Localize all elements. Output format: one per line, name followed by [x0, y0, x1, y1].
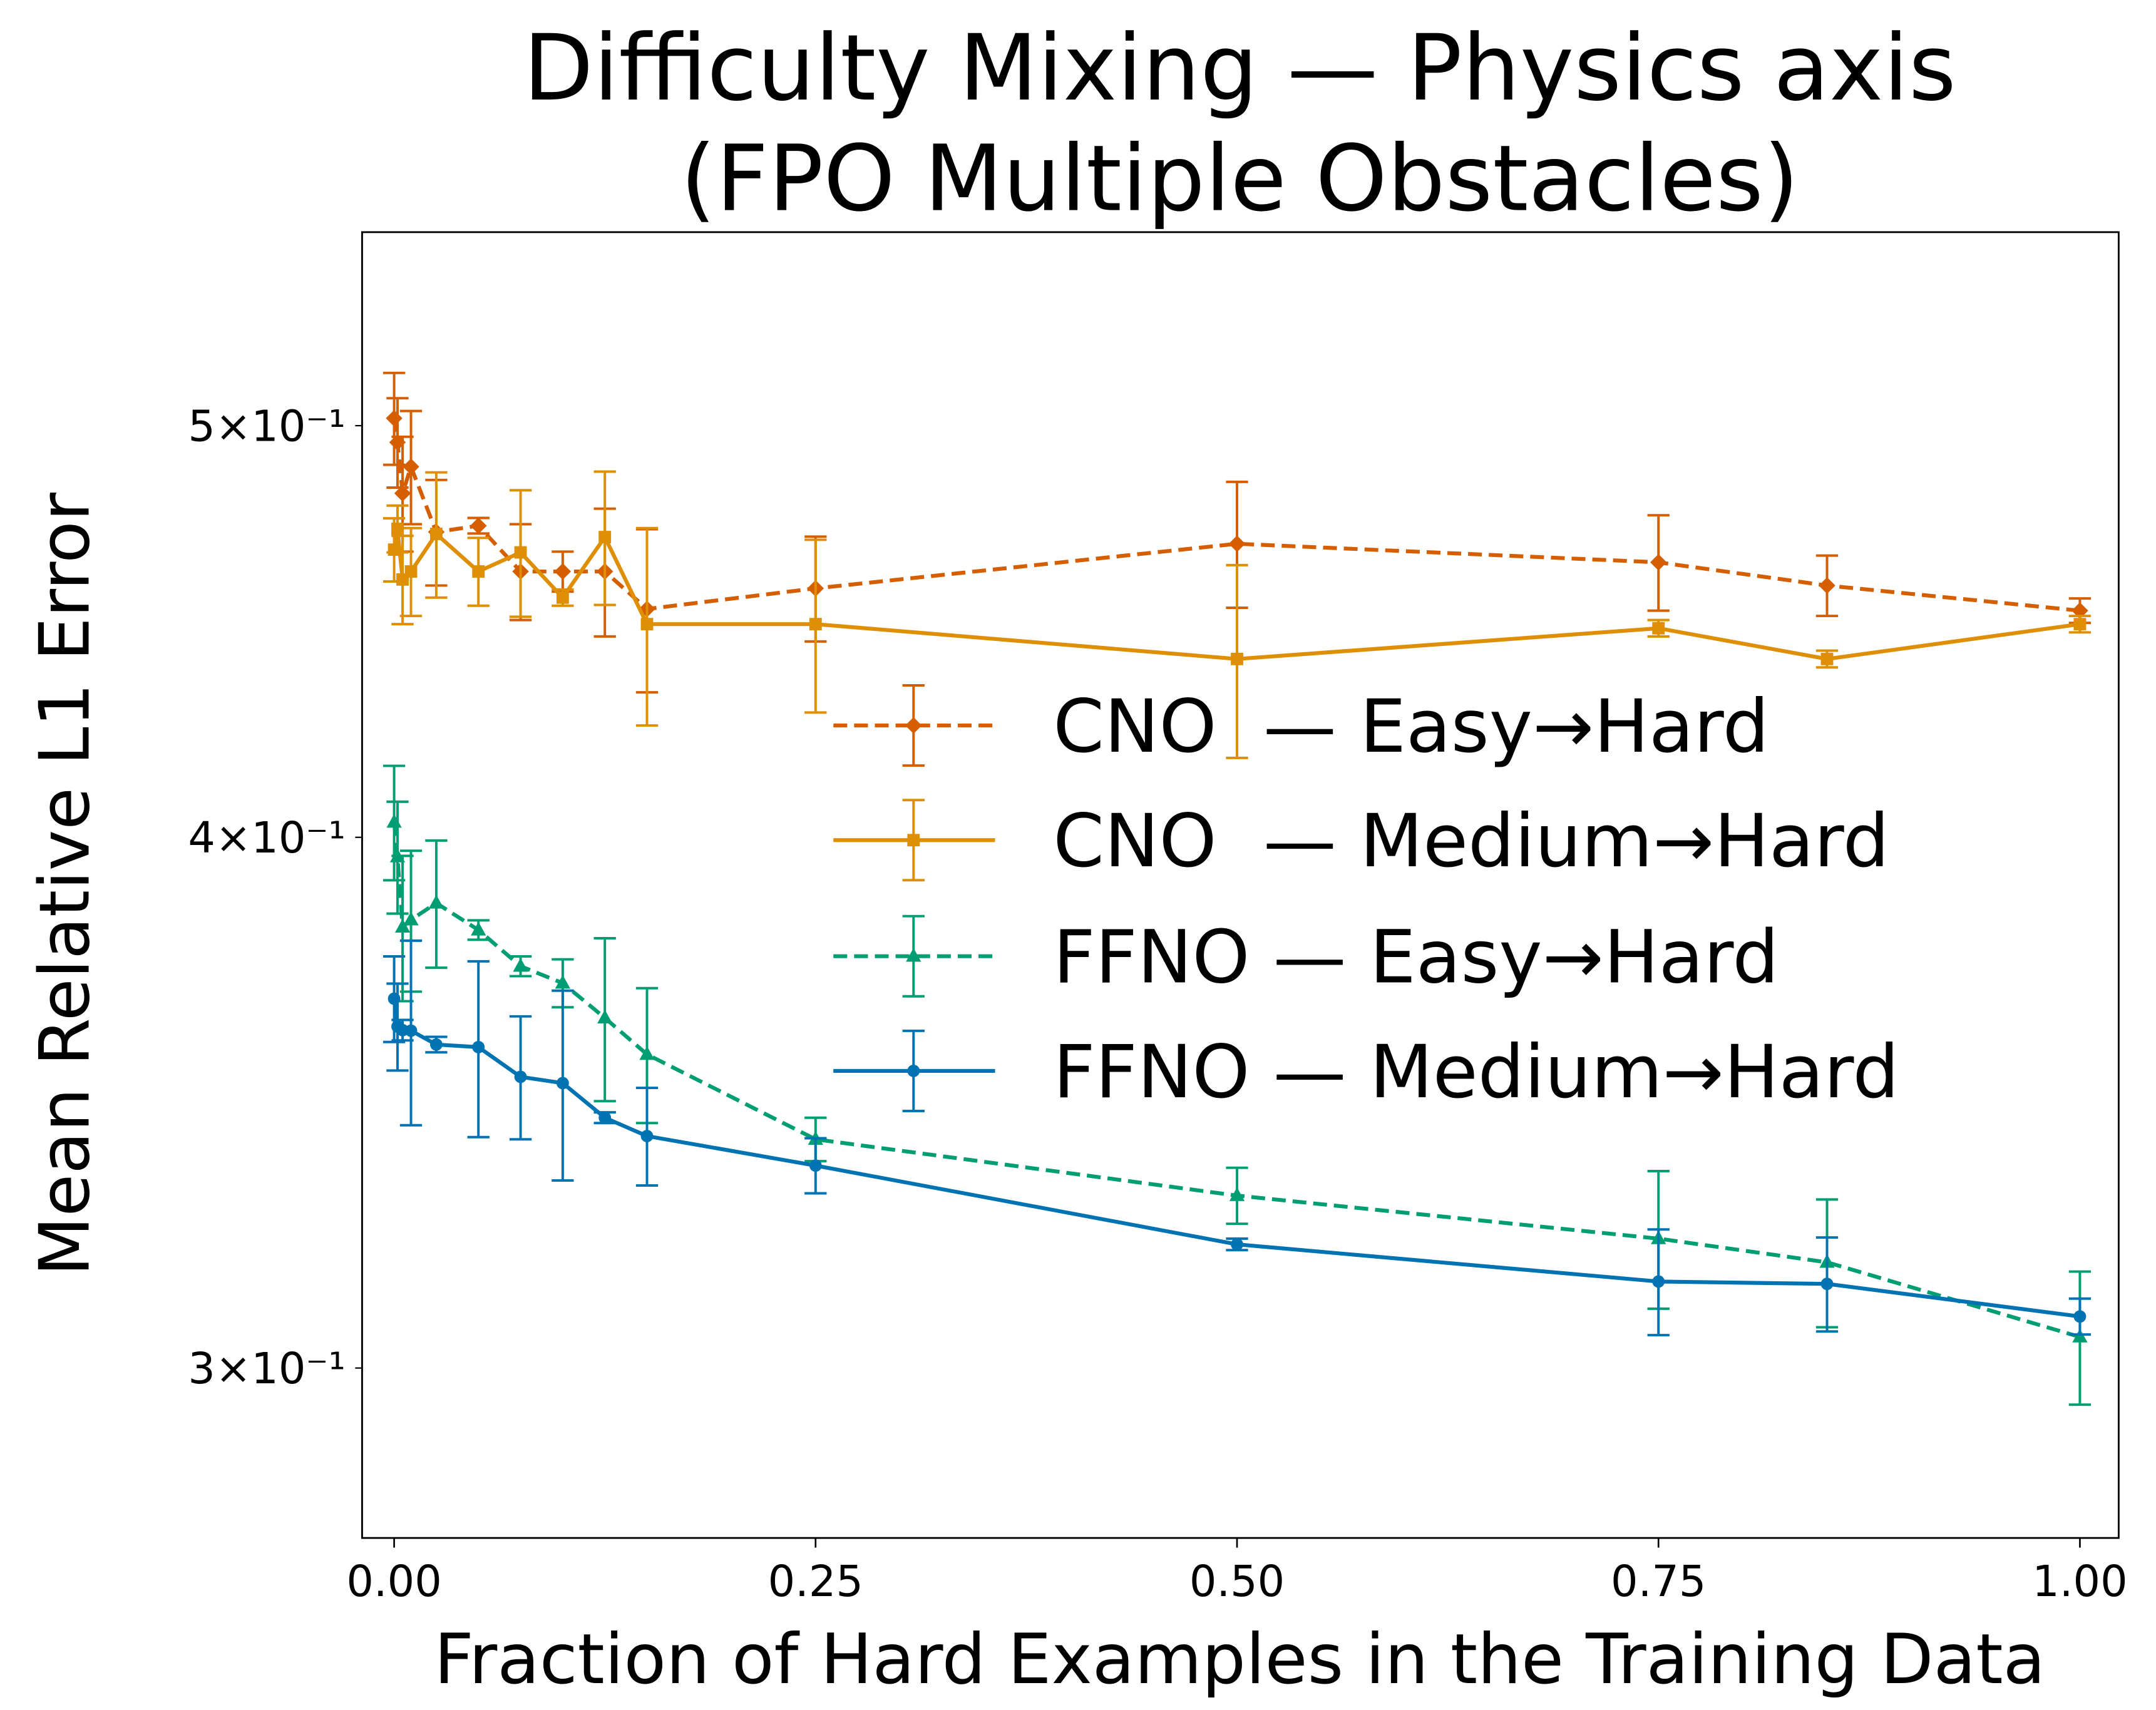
data-point: [556, 1077, 569, 1090]
data-point: [404, 1024, 418, 1037]
data-point: [470, 517, 487, 535]
data-point: [598, 1111, 612, 1124]
data-point: [428, 894, 444, 909]
legend-entry: CNO — Easy→Hard: [833, 683, 1769, 769]
legend-entry: FFNO — Easy→Hard: [833, 914, 1779, 1000]
data-point: [404, 565, 418, 578]
data-point: [2073, 1310, 2087, 1323]
legend-entry: FFNO — Medium→Hard: [833, 1029, 1899, 1115]
data-point: [389, 848, 406, 863]
x-tick-label: 0.00: [346, 1557, 441, 1607]
legend-entry: CNO — Medium→Hard: [833, 798, 1889, 884]
data-point: [429, 528, 443, 540]
x-tick-label: 1.00: [2032, 1557, 2127, 1607]
data-point: [1650, 554, 1667, 571]
data-point: [513, 958, 528, 972]
data-point: [1231, 1238, 1243, 1251]
plot-area: [382, 371, 2092, 1406]
data-point: [394, 918, 411, 933]
data-point: [1820, 1277, 1834, 1291]
legend: CNO — Easy→Hard CNO — Medium→Hard FFNO — E…: [833, 683, 1899, 1115]
data-point: [403, 911, 419, 926]
data-point: [2073, 618, 2087, 631]
data-point: [388, 543, 401, 556]
legend-label: FFNO — Easy→Hard: [1053, 914, 1779, 1000]
data-point: [809, 1159, 822, 1172]
chart-title-line-2: (FPO Multiple Obstacles): [680, 126, 1799, 232]
data-point: [403, 458, 419, 475]
legend-marker: [907, 1065, 920, 1077]
axes-frame: [361, 231, 2120, 1539]
series-1: [382, 470, 2092, 759]
data-point: [1819, 577, 1835, 594]
data-point: [554, 563, 572, 580]
y-tick-label: 3×10⁻¹: [188, 1344, 345, 1394]
data-point: [394, 484, 411, 502]
data-point: [386, 410, 403, 427]
legend-marker: [907, 834, 920, 847]
x-tick-label: 0.50: [1189, 1557, 1285, 1607]
data-point: [597, 1010, 613, 1024]
x-axis-label: Fraction of Hard Examples in the Trainin…: [434, 1620, 2045, 1700]
data-point: [556, 591, 569, 604]
y-tick-label: 4×10⁻¹: [188, 813, 345, 863]
data-point: [1229, 1187, 1245, 1201]
data-point: [640, 618, 654, 631]
data-point: [391, 522, 404, 535]
series-3: [382, 939, 2092, 1337]
chart-title-line-1: Difficulty Mixing — Physics axis: [523, 16, 1956, 121]
data-point: [809, 618, 822, 631]
legend-label: FFNO — Medium→Hard: [1053, 1029, 1899, 1115]
series-2: [382, 764, 2092, 1406]
data-point: [1820, 652, 1834, 665]
x-axis-ticks: 0.00 0.25 0.50 0.75 1.00: [346, 1538, 2128, 1607]
data-point: [389, 434, 406, 451]
data-point: [598, 531, 612, 543]
x-tick-label: 0.75: [1611, 1557, 1706, 1607]
data-point: [1228, 535, 1246, 552]
data-point: [472, 1041, 485, 1053]
data-point: [429, 1038, 443, 1051]
data-point: [386, 814, 402, 828]
data-point: [1231, 652, 1243, 665]
data-point: [1652, 1275, 1665, 1288]
data-point: [640, 1130, 654, 1142]
data-point: [555, 975, 571, 989]
data-point: [639, 1046, 655, 1060]
legend-label: CNO — Easy→Hard: [1053, 683, 1769, 769]
data-point: [388, 992, 401, 1005]
y-tick-label: 5×10⁻¹: [188, 401, 345, 451]
data-point: [472, 565, 485, 578]
y-axis-ticks: 3×10⁻¹ 4×10⁻¹ 5×10⁻¹: [188, 401, 362, 1394]
y-axis-label: Mean Relative L1 Error: [25, 492, 105, 1276]
x-tick-label: 0.25: [768, 1557, 863, 1607]
data-point: [1652, 622, 1665, 635]
data-point: [514, 546, 527, 559]
data-point: [514, 1070, 527, 1083]
legend-label: CNO — Medium→Hard: [1053, 798, 1889, 884]
legend-marker: [905, 717, 922, 734]
data-point: [471, 921, 486, 936]
legend-marker: [906, 948, 921, 962]
